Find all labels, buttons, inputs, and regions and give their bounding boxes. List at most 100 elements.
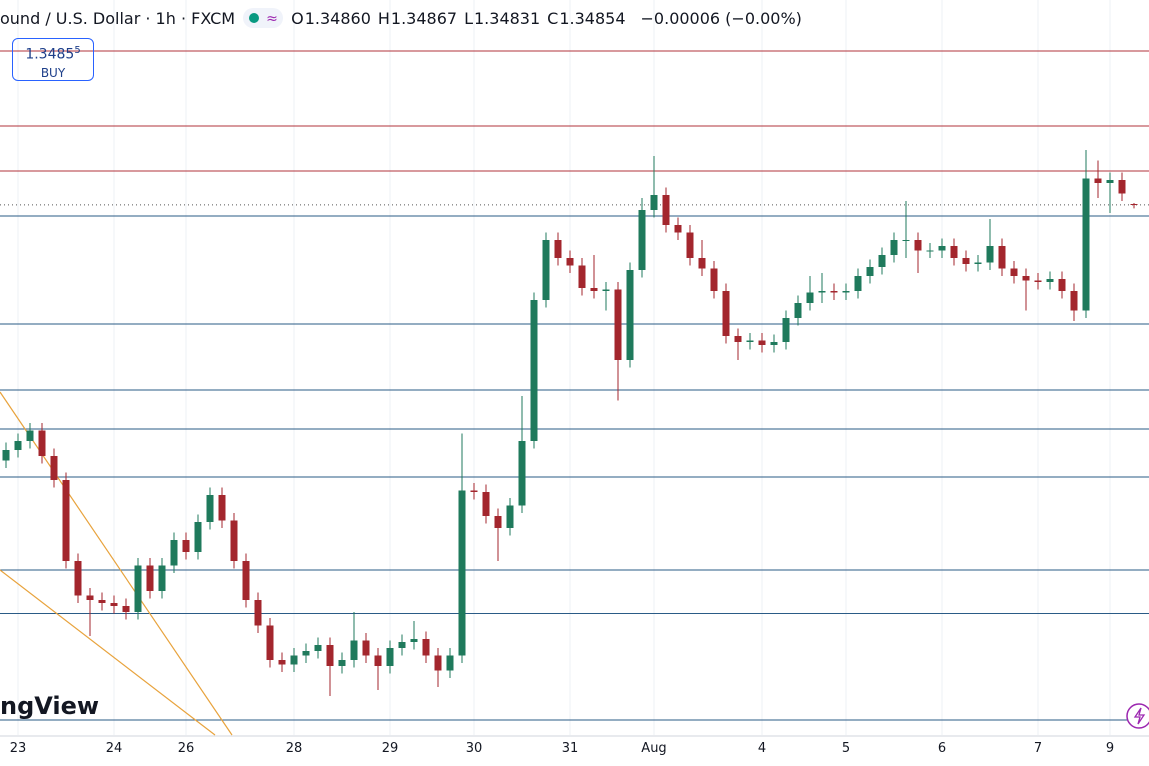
candle-body [302, 651, 310, 656]
x-tick-label: 24 [106, 741, 123, 756]
candle-body [1130, 204, 1138, 205]
candle-body [1046, 279, 1054, 282]
candle-body [38, 430, 46, 456]
x-tick-label: 29 [382, 741, 399, 756]
candle-body [1070, 291, 1078, 311]
ohlc-label: H [377, 8, 390, 28]
candle-body [986, 246, 994, 263]
symbol: ound / U.S. Dollar · 1h · FXCM [0, 8, 236, 28]
candle-body [554, 240, 562, 258]
status-icons: ≈ [243, 8, 284, 28]
candle-body [1082, 178, 1090, 311]
candle-body [338, 660, 346, 666]
candle-body [950, 246, 958, 258]
candle-body [578, 265, 586, 288]
candle-body [278, 660, 286, 665]
candle-body [818, 291, 826, 293]
candle-body [1106, 180, 1114, 183]
candle-body [686, 232, 694, 258]
legend-header: ound / U.S. Dollar · 1h · FXCM ≈ O 1.3486… [0, 8, 802, 28]
candle-body [1118, 180, 1126, 194]
candle-body [590, 288, 598, 291]
buy-price: 1.3485 [25, 46, 75, 63]
candle-body [530, 300, 538, 441]
candle-body [866, 267, 874, 276]
ohlc-value: 1.34831 [474, 8, 541, 28]
candle-body [458, 490, 466, 656]
ohlc-value: 1.34867 [390, 8, 458, 28]
candle-body [914, 240, 922, 251]
candle-body [1010, 268, 1018, 276]
candle-body [230, 520, 238, 561]
candle-body [890, 240, 898, 255]
buy-button[interactable]: 1.34855 BUY [12, 38, 94, 81]
candle-body [1058, 279, 1066, 291]
svg-text:≈: ≈ [266, 11, 278, 27]
x-tick-label: 26 [178, 741, 195, 756]
x-tick-label: 28 [286, 741, 303, 756]
candle-body [734, 336, 742, 342]
ohlc-label: O [291, 8, 304, 28]
candle-body [962, 258, 970, 264]
x-tick-label: 31 [562, 741, 579, 756]
candle-body [770, 342, 778, 345]
candle-body [830, 291, 838, 293]
candle-body [422, 639, 430, 656]
candle-body [122, 606, 130, 612]
candle-body [1034, 280, 1042, 282]
candle-body [614, 289, 622, 360]
candle-body [782, 318, 790, 342]
alert-bolt [1133, 707, 1146, 725]
candle-body [662, 195, 670, 225]
candle-body [158, 565, 166, 591]
candle-body [482, 492, 490, 516]
candle-body [710, 268, 718, 291]
candle-body [998, 246, 1006, 269]
candle-body [2, 450, 10, 461]
candle-body [806, 292, 814, 303]
candle-body [62, 480, 70, 561]
candle-body [674, 225, 682, 233]
candle-body [86, 595, 94, 600]
candle-body [398, 642, 406, 648]
candle-body [182, 540, 190, 552]
candle-body [74, 561, 82, 596]
alert-icon[interactable] [1126, 703, 1149, 729]
candle-body [326, 645, 334, 666]
candle-body [26, 430, 34, 441]
buy-pip: 5 [74, 45, 81, 56]
candle-body [206, 495, 214, 522]
ohlc-values: O1.34860 H1.34867 L1.34831 C1.34854 [291, 9, 632, 28]
x-tick-label: 6 [938, 741, 946, 756]
candle-body [626, 270, 634, 360]
candle-body [350, 640, 358, 660]
x-tick-label: 9 [1106, 741, 1114, 756]
candle-body [266, 625, 274, 660]
background-layer [0, 0, 1149, 735]
candle-body [506, 505, 514, 528]
watermark: ngView [0, 692, 100, 720]
x-tick-label: 7 [1034, 741, 1042, 756]
candle-body [746, 340, 754, 342]
candle-body [446, 655, 454, 671]
candle-body [878, 255, 886, 267]
candle-body [194, 522, 202, 552]
candle-body [758, 340, 766, 345]
candle-body [974, 262, 982, 264]
ohlc-label: C [547, 8, 559, 28]
candle-body [374, 655, 382, 666]
candle-body [1022, 276, 1030, 281]
ohlc-value: 1.34854 [559, 8, 626, 28]
x-tick-label: Aug [641, 741, 666, 756]
candle-body [842, 291, 850, 293]
candle-body [170, 540, 178, 566]
candle-body [14, 441, 22, 450]
ohlc-label: L [464, 8, 473, 28]
candle-body [242, 561, 250, 600]
candle-body [902, 240, 910, 241]
candle-body [566, 258, 574, 266]
candle-body [698, 258, 706, 269]
buy-label: BUY [40, 65, 66, 80]
